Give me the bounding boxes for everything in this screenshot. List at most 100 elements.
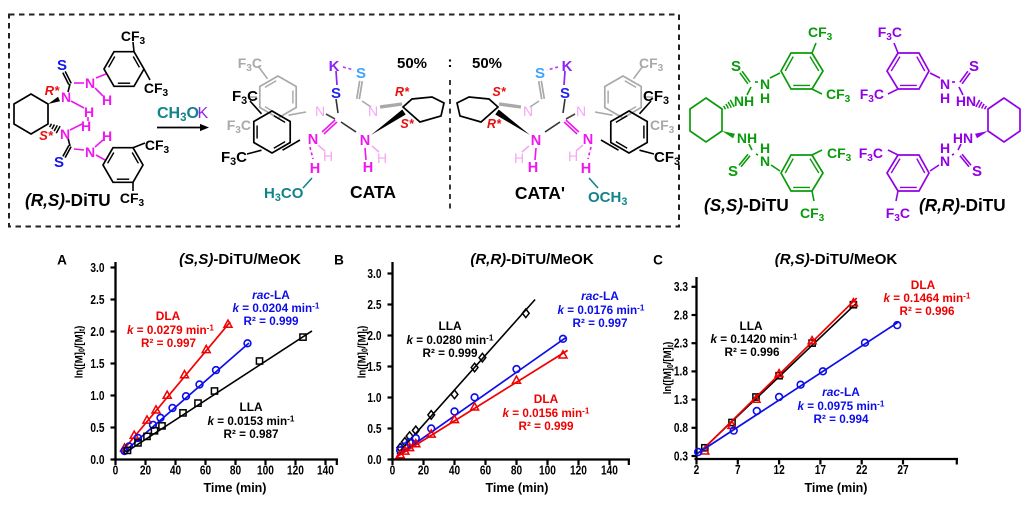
- svg-text:CF3: CF3: [643, 88, 669, 107]
- svg-text:N: N: [368, 103, 378, 119]
- svg-text:k = 0.0176 min-1: k = 0.0176 min-1: [558, 303, 645, 317]
- svg-text:1.3: 1.3: [674, 393, 689, 407]
- svg-text:40: 40: [449, 463, 460, 477]
- svg-text:k = 0.0153 min-1: k = 0.0153 min-1: [208, 414, 295, 428]
- svg-text:CF3: CF3: [121, 28, 146, 47]
- svg-text:R² = 0.996: R² = 0.996: [900, 305, 955, 318]
- svg-text:F3C: F3C: [878, 24, 902, 43]
- svg-text:CF3: CF3: [639, 55, 664, 74]
- svg-text:N: N: [583, 132, 593, 148]
- svg-text:N: N: [85, 144, 95, 160]
- svg-text:S: S: [331, 85, 341, 102]
- svg-text:N: N: [531, 133, 541, 149]
- svg-text:60: 60: [480, 463, 491, 477]
- svg-text:H: H: [84, 104, 94, 120]
- svg-text:S*: S*: [39, 128, 54, 143]
- svg-text:20: 20: [418, 463, 429, 477]
- svg-text:S: S: [731, 58, 741, 75]
- svg-text:CF3: CF3: [650, 117, 675, 136]
- svg-text:N: N: [61, 89, 71, 105]
- svg-text:F3C: F3C: [221, 149, 247, 168]
- svg-text:K: K: [562, 58, 573, 75]
- svg-text:H: H: [760, 140, 770, 156]
- svg-text:0.0: 0.0: [90, 453, 104, 467]
- svg-text:120: 120: [570, 463, 587, 477]
- svg-text:0.8: 0.8: [674, 421, 689, 435]
- svg-text:H: H: [940, 90, 950, 106]
- svg-text:1.0: 1.0: [367, 391, 381, 405]
- svg-text:60: 60: [200, 463, 211, 477]
- svg-text:1.5: 1.5: [90, 357, 105, 371]
- svg-text:(R,R)-DiTU/MeOK: (R,R)-DiTU/MeOK: [470, 251, 593, 268]
- svg-text:F3C: F3C: [227, 117, 251, 136]
- svg-text:k = 0.1420 min-1: k = 0.1420 min-1: [711, 332, 798, 346]
- svg-text:DLA: DLA: [911, 278, 936, 292]
- svg-text:F3C: F3C: [859, 145, 883, 164]
- svg-text:rac-LA: rac-LA: [252, 288, 290, 302]
- svg-text:2.3: 2.3: [674, 336, 689, 350]
- svg-text:ln([M]0/[M]t): ln([M]0/[M]t): [73, 326, 87, 379]
- svg-text:100: 100: [539, 463, 556, 477]
- svg-text:7: 7: [735, 463, 741, 477]
- svg-text:CF3: CF3: [800, 205, 825, 224]
- svg-text:N: N: [760, 153, 770, 169]
- svg-text:N: N: [360, 133, 370, 149]
- svg-text:H: H: [323, 148, 333, 164]
- svg-text:(S,S)-DiTU/MeOK: (S,S)-DiTU/MeOK: [179, 251, 301, 268]
- svg-text:12: 12: [773, 463, 785, 477]
- svg-text:3.0: 3.0: [90, 261, 104, 275]
- svg-text:R² = 0.999: R² = 0.999: [244, 315, 299, 328]
- svg-text:100: 100: [257, 463, 274, 477]
- svg-text:DLA: DLA: [156, 309, 181, 323]
- svg-text:R² = 0.987: R² = 0.987: [224, 428, 279, 441]
- svg-text:3.3: 3.3: [674, 280, 689, 294]
- svg-text:S: S: [560, 85, 570, 102]
- svg-text:rac-LA: rac-LA: [822, 385, 860, 399]
- svg-text:K: K: [198, 105, 209, 122]
- svg-text:CF3: CF3: [827, 145, 852, 164]
- svg-text:0.5: 0.5: [90, 421, 105, 435]
- svg-text:1.0: 1.0: [90, 389, 104, 403]
- svg-text:CF3: CF3: [120, 190, 145, 209]
- svg-text:0: 0: [113, 463, 119, 477]
- svg-text:2.0: 2.0: [367, 329, 381, 343]
- svg-text:CF3: CF3: [654, 149, 680, 168]
- svg-text:CATA': CATA': [515, 183, 565, 203]
- svg-text:(R,S)-DiTU: (R,S)-DiTU: [25, 190, 111, 210]
- svg-text:1.5: 1.5: [367, 360, 382, 374]
- svg-text:A: A: [57, 253, 67, 268]
- svg-text:k = 0.0975 min-1: k = 0.0975 min-1: [798, 399, 885, 413]
- svg-text:H: H: [81, 118, 91, 134]
- svg-text:40: 40: [170, 463, 181, 477]
- svg-text:ln([M]0/[M]t): ln([M]0/[M]t): [661, 342, 675, 395]
- svg-text:0.3: 0.3: [674, 449, 689, 463]
- svg-text:140: 140: [601, 463, 618, 477]
- svg-text:N: N: [85, 75, 95, 91]
- svg-text:120: 120: [287, 463, 304, 477]
- svg-text:80: 80: [230, 463, 241, 477]
- svg-text:0.0: 0.0: [367, 453, 381, 467]
- svg-text:2.5: 2.5: [90, 293, 105, 307]
- svg-text:S: S: [972, 163, 982, 180]
- svg-text:CF3: CF3: [826, 86, 851, 105]
- svg-text:80: 80: [511, 463, 522, 477]
- svg-text:OCH3: OCH3: [588, 189, 627, 208]
- svg-text:LLA: LLA: [438, 319, 462, 333]
- svg-text:Time (min): Time (min): [486, 481, 549, 495]
- svg-text:Time (min): Time (min): [805, 481, 868, 495]
- svg-text:27: 27: [897, 463, 908, 477]
- svg-text:S: S: [356, 65, 366, 82]
- svg-text:Time (min): Time (min): [204, 481, 267, 495]
- svg-text:(R,R)-DiTU: (R,R)-DiTU: [919, 195, 1006, 215]
- svg-text:140: 140: [317, 463, 334, 477]
- svg-text:(S,S)-DiTU: (S,S)-DiTU: [704, 195, 789, 215]
- svg-text:2.5: 2.5: [367, 298, 382, 312]
- svg-text:C: C: [653, 253, 663, 268]
- svg-text:22: 22: [856, 463, 868, 477]
- svg-text:0: 0: [390, 463, 396, 477]
- svg-text:S: S: [535, 65, 545, 82]
- svg-text:HN: HN: [953, 130, 973, 146]
- svg-text:ln([M]0/[M]t): ln([M]0/[M]t): [356, 326, 370, 379]
- svg-text:S: S: [54, 154, 64, 171]
- svg-text:1.8: 1.8: [674, 365, 689, 379]
